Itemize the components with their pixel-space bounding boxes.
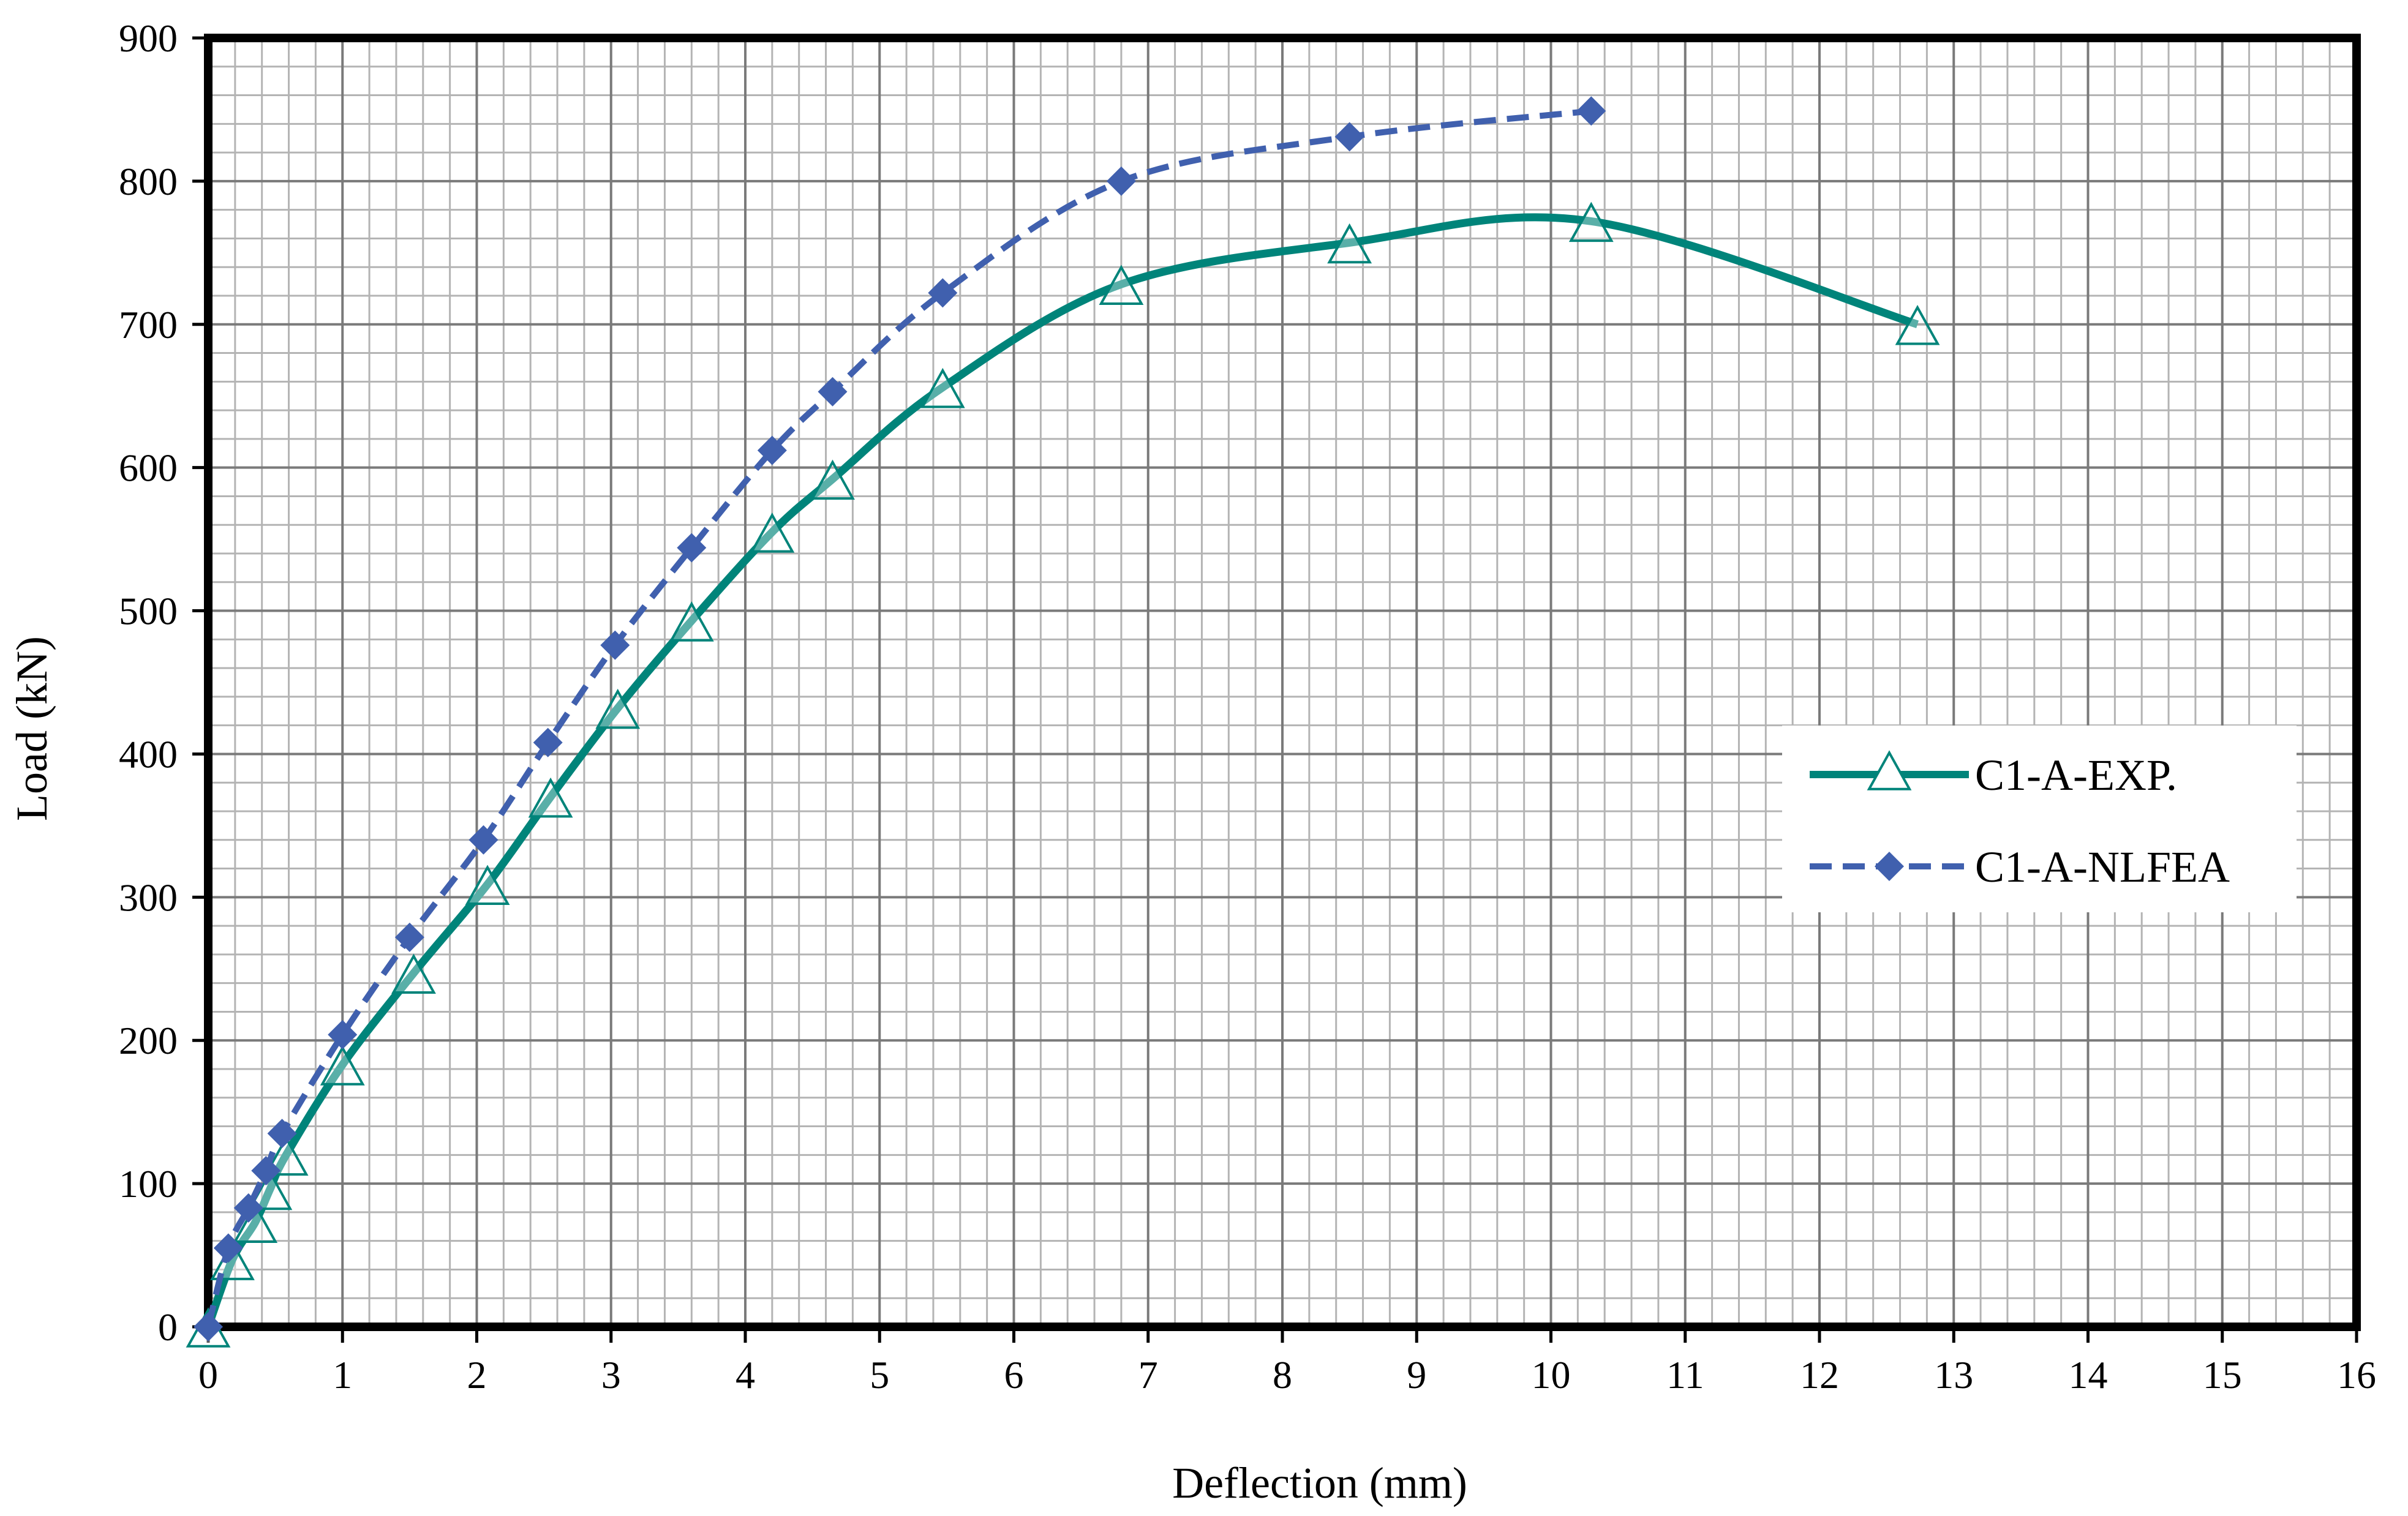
data-point-marker (595, 688, 641, 729)
x-axis-ticks: 0 1 2 3 4 5 6 7 8 9 10 11 12 13 14 15 16 (198, 1327, 2376, 1397)
y-tick-label: 100 (119, 1162, 178, 1206)
x-tick-label: 13 (1934, 1353, 1973, 1397)
data-point-marker (1106, 166, 1136, 196)
series-exp (186, 201, 1940, 1348)
x-tick-label: 8 (1273, 1353, 1292, 1397)
x-tick-label: 9 (1407, 1353, 1426, 1397)
data-point-marker (1895, 305, 1940, 345)
data-point-marker (1099, 265, 1144, 306)
x-tick-label: 7 (1138, 1353, 1158, 1397)
data-point-marker (669, 601, 714, 642)
data-point-marker (251, 1156, 281, 1186)
y-tick-label: 400 (119, 732, 178, 776)
y-tick-label: 700 (119, 303, 178, 347)
x-tick-label: 11 (1666, 1353, 1704, 1397)
data-point-marker (528, 777, 573, 818)
data-point-marker (263, 1135, 309, 1176)
data-point-marker (1576, 96, 1606, 126)
data-point-marker (394, 922, 424, 952)
y-tick-label: 500 (119, 590, 178, 633)
data-point-marker (600, 630, 630, 660)
data-point-marker (194, 1312, 223, 1342)
y-tick-label: 600 (119, 446, 178, 490)
legend: C1-A-EXP. C1-A-NLFEA (1782, 726, 2297, 912)
x-tick-label: 6 (1004, 1353, 1024, 1397)
y-tick-label: 200 (119, 1019, 178, 1062)
data-point-marker (328, 1019, 358, 1049)
y-tick-label: 900 (119, 17, 178, 60)
x-tick-label: 2 (467, 1353, 487, 1397)
x-tick-label: 10 (1532, 1353, 1571, 1397)
x-tick-label: 5 (870, 1353, 889, 1397)
data-point-marker (320, 1045, 365, 1086)
legend-marker-nlfea (1875, 852, 1904, 881)
y-tick-label: 800 (119, 160, 178, 203)
data-point-marker (465, 865, 510, 906)
y-tick-label: 0 (158, 1305, 178, 1349)
legend-box (1782, 726, 2297, 912)
data-point-marker (920, 367, 965, 408)
x-tick-label: 3 (601, 1353, 621, 1397)
legend-label-exp: C1-A-EXP. (1975, 751, 2177, 800)
data-point-marker (533, 727, 563, 757)
y-tick-label: 300 (119, 876, 178, 919)
data-point-marker (757, 435, 787, 465)
data-point-marker (1327, 223, 1372, 264)
data-point-marker (468, 825, 499, 855)
x-tick-label: 15 (2203, 1353, 2242, 1397)
x-tick-label: 4 (736, 1353, 755, 1397)
data-point-marker (1568, 201, 1614, 242)
data-point-marker (677, 533, 707, 563)
data-point-marker (391, 953, 436, 994)
x-tick-label: 16 (2337, 1353, 2376, 1397)
data-point-marker (818, 377, 848, 407)
series-layer (186, 96, 1940, 1348)
legend-label-nlfea: C1-A-NLFEA (1975, 842, 2230, 891)
data-point-marker (267, 1119, 297, 1149)
data-point-marker (750, 512, 795, 553)
y-axis-title: Load (kN) (7, 636, 56, 821)
data-point-marker (213, 1233, 243, 1263)
x-tick-label: 1 (333, 1353, 352, 1397)
data-point-marker (810, 459, 855, 500)
x-tick-label: 12 (1800, 1353, 1839, 1397)
data-point-marker (233, 1203, 278, 1244)
y-axis-ticks: 0 100 200 300 400 500 600 700 800 900 (119, 17, 208, 1349)
x-axis-title: Deflection (mm) (1172, 1458, 1467, 1507)
data-point-marker (1334, 122, 1364, 152)
series-nlfea (194, 96, 1606, 1342)
x-tick-label: 0 (198, 1353, 218, 1397)
data-point-marker (233, 1193, 263, 1223)
x-tick-label: 14 (2069, 1353, 2108, 1397)
data-point-marker (928, 278, 958, 308)
legend-marker-exp (1867, 750, 1912, 790)
